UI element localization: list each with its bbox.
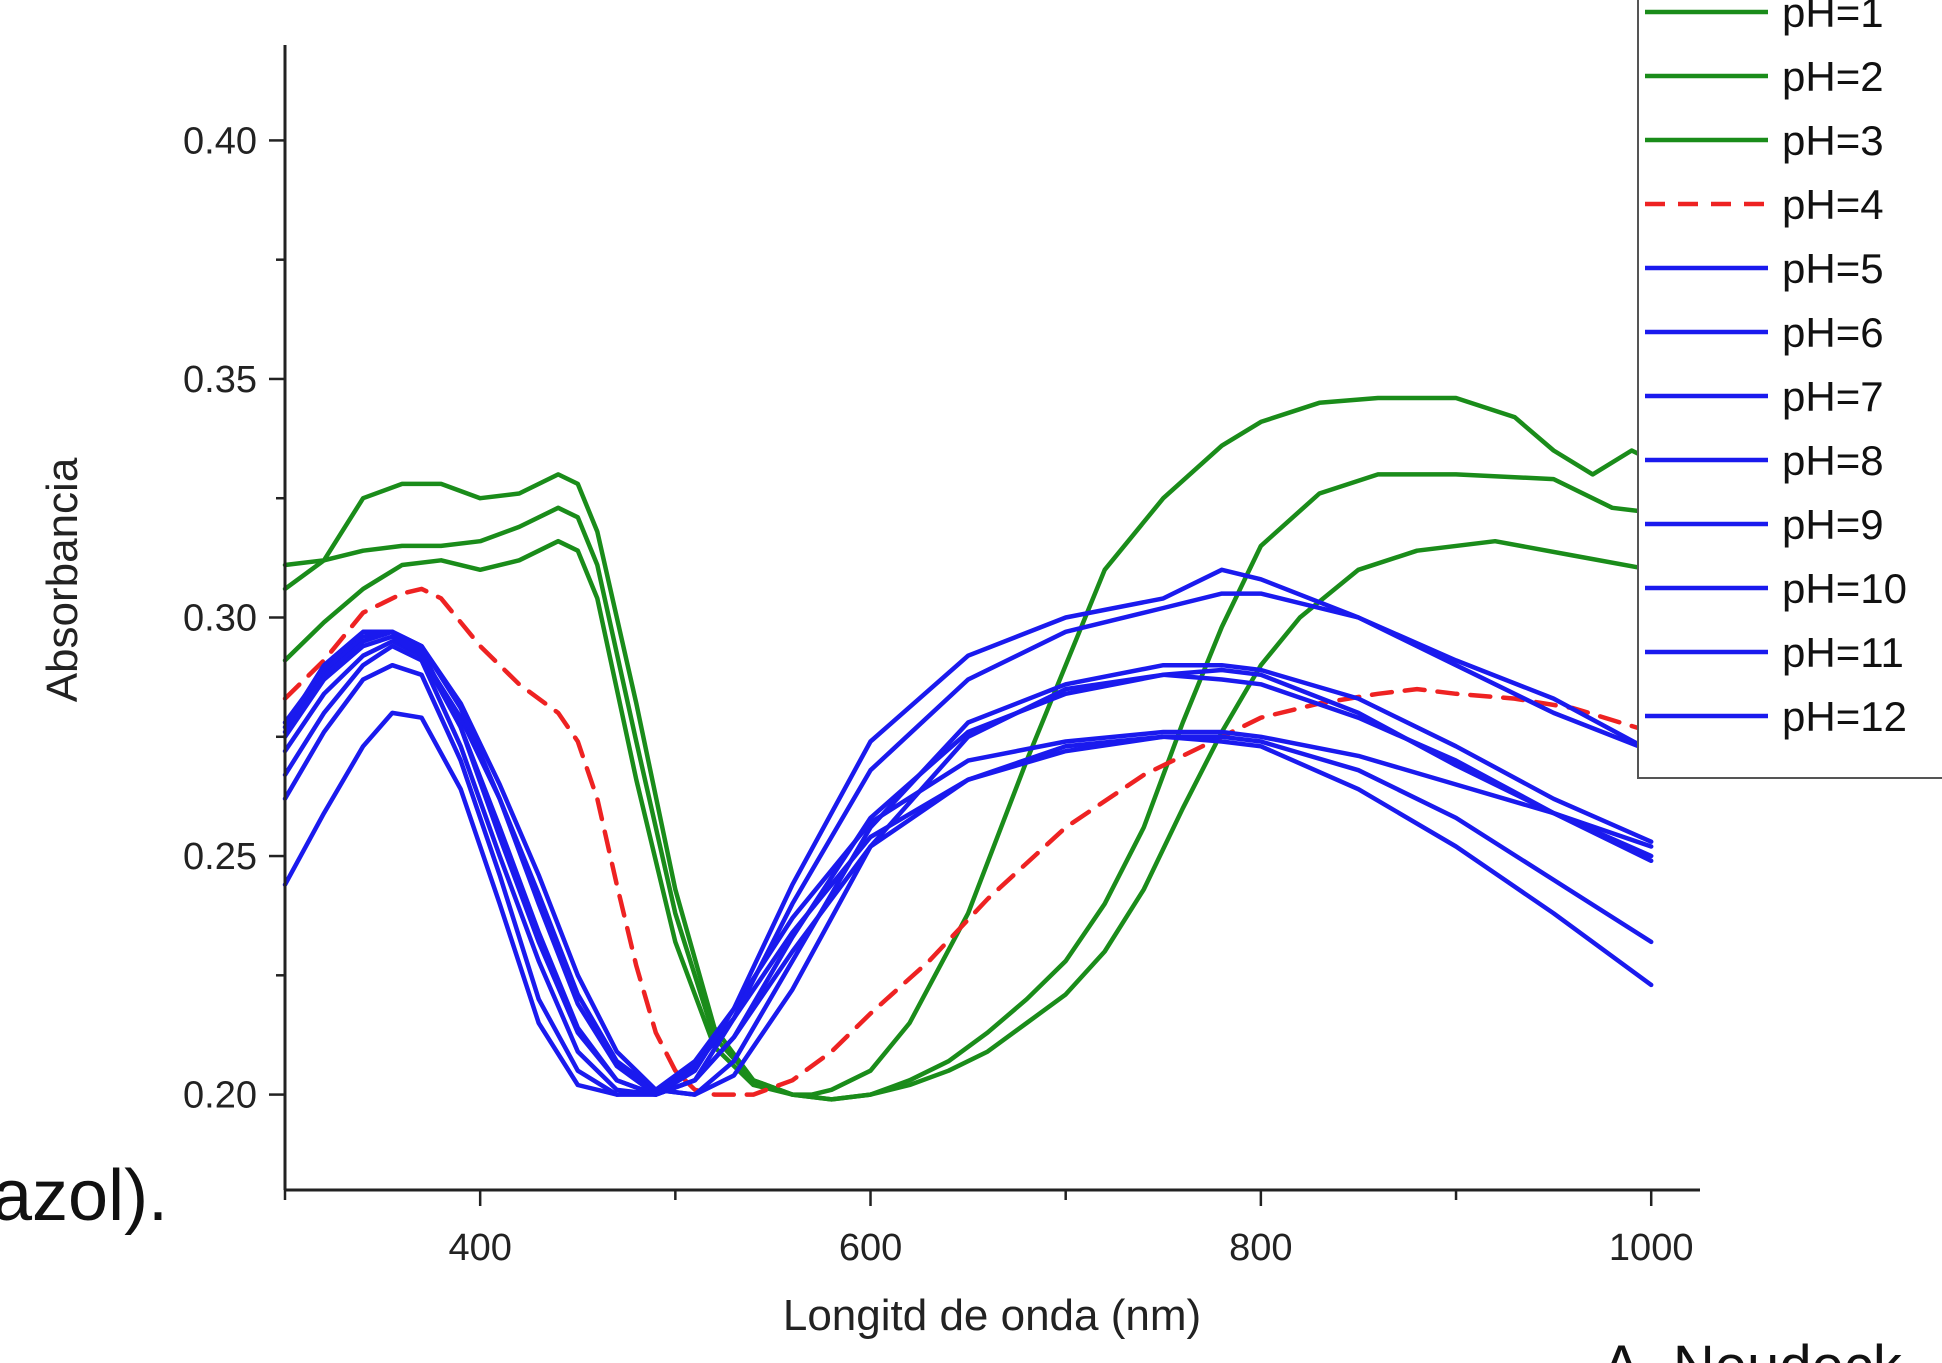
series-line-ph-3 — [282, 538, 1654, 1102]
legend-label: pH=12 — [1782, 693, 1907, 740]
y-tick-label: 0.30 — [183, 598, 257, 640]
x-tick-label: 800 — [1229, 1227, 1292, 1269]
series-line-ph-5 — [282, 710, 1654, 1097]
legend-box — [1637, 0, 1942, 779]
legend-label: pH=9 — [1782, 501, 1884, 548]
series-line-ph-1 — [282, 395, 1654, 1097]
axes — [283, 45, 1700, 1192]
y-tick-label: 0.20 — [183, 1075, 257, 1117]
series-line-ph-11 — [282, 591, 1654, 1097]
legend-label: pH=10 — [1782, 565, 1907, 612]
y-tick-label: 0.35 — [183, 359, 257, 401]
series-line-ph-10 — [282, 629, 1654, 1097]
series-line-ph-8 — [282, 639, 1654, 1097]
x-axis-title: Longitd de onda (nm) — [783, 1291, 1201, 1340]
x-tick-label: 600 — [839, 1227, 902, 1269]
legend-label: pH=8 — [1782, 437, 1884, 484]
legend-label: pH=6 — [1782, 309, 1884, 356]
legend-label: pH=3 — [1782, 117, 1884, 164]
legend-label: pH=5 — [1782, 245, 1884, 292]
y-ticks: 0.20 0.25 0.30 0.35 0.40 — [183, 120, 285, 1117]
series-line-ph-9 — [282, 634, 1654, 1097]
series-line-ph-12 — [282, 567, 1654, 1097]
bottom-right-text-fragment: A. Neudeck — [1602, 1334, 1903, 1363]
left-text-fragment: azol). — [0, 1156, 168, 1236]
legend-label: pH=1 — [1782, 0, 1884, 36]
x-tick-label: 400 — [448, 1227, 511, 1269]
legend-label: pH=7 — [1782, 373, 1884, 420]
legend-label: pH=4 — [1782, 181, 1884, 228]
legend-label: pH=11 — [1782, 629, 1904, 676]
y-tick-label: 0.25 — [183, 836, 257, 878]
legend-label: pH=2 — [1782, 53, 1884, 100]
series-line-ph-4 — [282, 586, 1654, 1097]
y-tick-label: 0.40 — [183, 120, 257, 162]
x-ticks: 400 600 800 1000 — [283, 1190, 1694, 1269]
y-axis-title: Absorbancia — [38, 457, 87, 702]
series-curves — [282, 395, 1654, 1102]
x-tick-label: 1000 — [1609, 1227, 1694, 1269]
legend: pH=1 pH=2 pH=3 pH=4 pH=5 pH=6 pH=7 pH=8 pH=9 pH=1… — [1637, 0, 1942, 779]
